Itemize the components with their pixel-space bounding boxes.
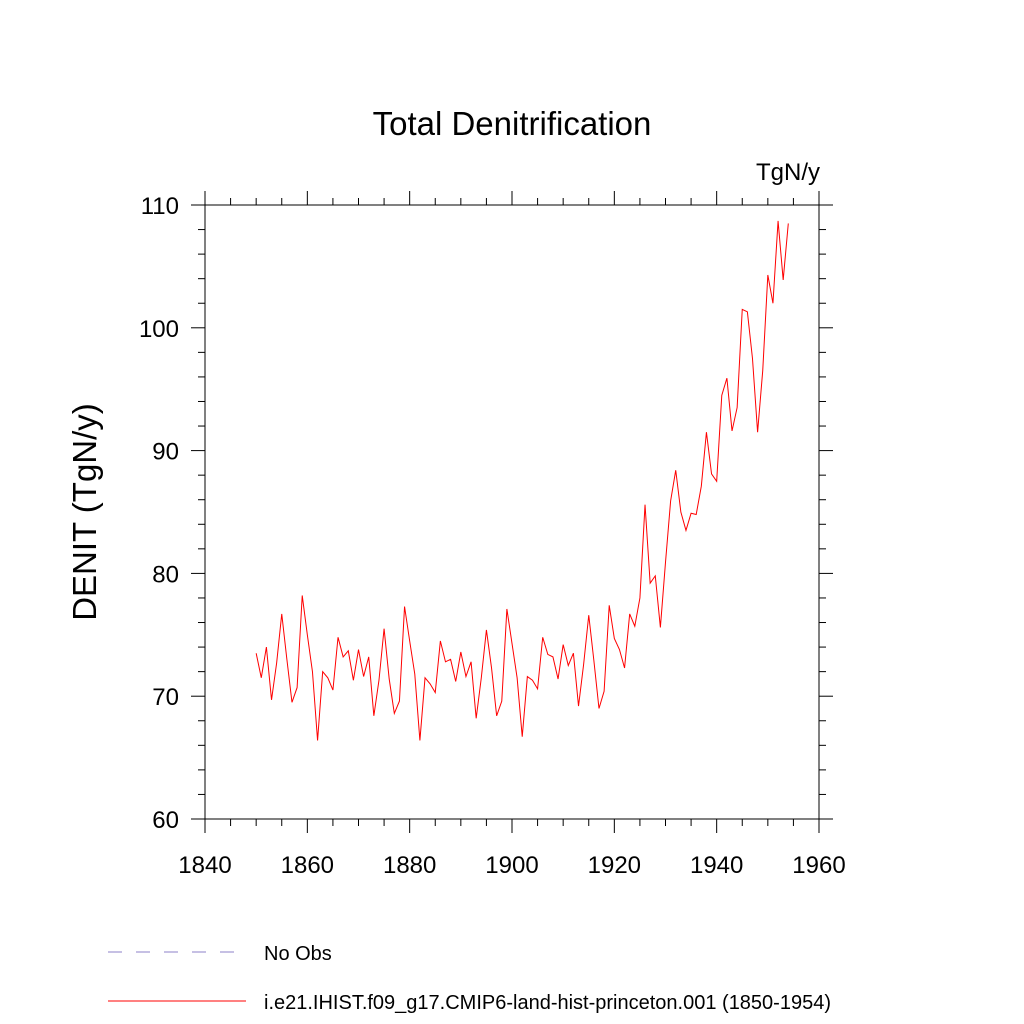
y-tick-label: 100 bbox=[139, 316, 179, 343]
units-label: TgN/y bbox=[756, 159, 820, 186]
y-tick-label: 110 bbox=[141, 193, 179, 220]
series-line-denit bbox=[255, 220, 789, 741]
x-tick-label: 1960 bbox=[792, 852, 845, 879]
x-axis-tick-labels: 1840 1860 1880 1900 1920 1940 1960 bbox=[178, 852, 845, 879]
chart-title: Total Denitrification bbox=[373, 105, 652, 142]
y-axis-ticks bbox=[191, 204, 833, 820]
legend: No Obs i.e21.IHIST.f09_g17.CMIP6-land-hi… bbox=[108, 943, 831, 1014]
x-tick-label: 1860 bbox=[281, 852, 334, 879]
x-tick-label: 1840 bbox=[178, 852, 231, 879]
x-tick-label: 1920 bbox=[588, 852, 641, 879]
x-tick-label: 1940 bbox=[690, 852, 743, 879]
y-tick-label: 70 bbox=[152, 684, 179, 711]
y-tick-label: 60 bbox=[152, 807, 179, 834]
x-tick-label: 1900 bbox=[485, 852, 538, 879]
plot-frame bbox=[204, 204, 820, 820]
x-axis-ticks bbox=[204, 191, 820, 833]
y-tick-label: 90 bbox=[152, 439, 179, 466]
x-tick-label: 1880 bbox=[383, 852, 436, 879]
y-tick-label: 80 bbox=[152, 561, 179, 588]
y-axis-label: DENIT (TgN/y) bbox=[66, 403, 103, 621]
y-axis-tick-labels: 60 70 80 90 100 110 bbox=[139, 193, 179, 834]
legend-label-model: i.e21.IHIST.f09_g17.CMIP6-land-hist-prin… bbox=[264, 992, 831, 1014]
legend-label-no-obs: No Obs bbox=[264, 943, 332, 965]
